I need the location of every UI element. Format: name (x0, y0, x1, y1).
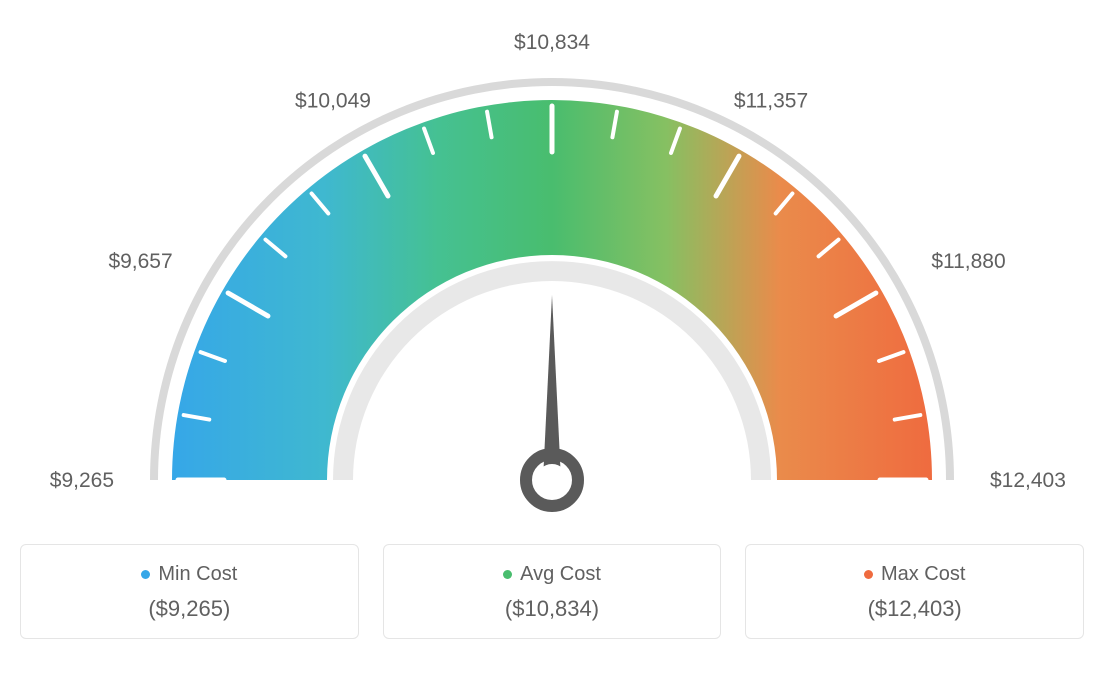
svg-text:$11,880: $11,880 (931, 250, 1005, 273)
cost-gauge-chart: $9,265 $9,657 $10,049 $10,834 $11,357 $11,880… (20, 20, 1084, 639)
dot-icon-max (864, 570, 873, 579)
dot-icon-avg (503, 570, 512, 579)
legend-card-min: Min Cost ($9,265) (20, 544, 359, 639)
svg-text:$9,265: $9,265 (50, 469, 114, 492)
dot-icon-min (141, 570, 150, 579)
legend-label-avg: Avg Cost (394, 563, 711, 586)
svg-text:$11,357: $11,357 (734, 90, 808, 113)
legend-row: Min Cost ($9,265) Avg Cost ($10,834) Max… (20, 544, 1084, 639)
svg-text:$10,834: $10,834 (514, 31, 590, 54)
legend-value-max: ($12,403) (756, 596, 1073, 622)
legend-value-avg: ($10,834) (394, 596, 711, 622)
svg-text:$10,049: $10,049 (295, 90, 371, 113)
legend-card-max: Max Cost ($12,403) (745, 544, 1084, 639)
legend-value-min: ($9,265) (31, 596, 348, 622)
gauge-svg-wrap: $9,265 $9,657 $10,049 $10,834 $11,357 $11,880… (20, 20, 1084, 520)
svg-text:$9,657: $9,657 (108, 250, 172, 273)
legend-label-max-text: Max Cost (881, 563, 965, 586)
legend-card-avg: Avg Cost ($10,834) (383, 544, 722, 639)
legend-label-min: Min Cost (31, 563, 348, 586)
legend-label-avg-text: Avg Cost (520, 563, 601, 586)
legend-label-max: Max Cost (756, 563, 1073, 586)
svg-text:$12,403: $12,403 (990, 469, 1066, 492)
legend-label-min-text: Min Cost (158, 563, 237, 586)
gauge-svg: $9,265 $9,657 $10,049 $10,834 $11,357 $11,880… (20, 20, 1084, 520)
